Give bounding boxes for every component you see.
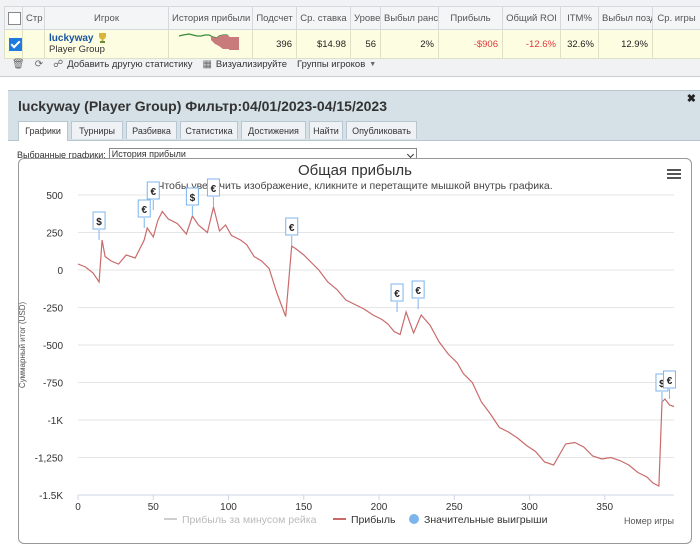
panel-header: luckyway (Player Group) Фильтр:04/01/202…: [8, 91, 700, 122]
profit-cell: -$906: [439, 30, 503, 59]
close-icon[interactable]: ✖: [687, 92, 696, 105]
header-cell[interactable]: ITM%: [561, 7, 599, 30]
win-flag-label: $: [190, 193, 196, 204]
x-axis-label: Номер игры: [624, 516, 674, 526]
win-flag-label: €: [394, 289, 400, 300]
y-tick-label: -1.5K: [39, 491, 63, 502]
win-flag-label: €: [141, 205, 147, 216]
caret-down-icon: ▼: [369, 61, 376, 68]
row-cell: [23, 30, 45, 59]
y-tick-label: -750: [43, 379, 63, 390]
x-tick-label: 50: [148, 502, 160, 513]
row-checkbox[interactable]: [9, 38, 22, 51]
profit-series-line: [78, 207, 674, 486]
level-cell: 56: [351, 30, 381, 59]
stats-grid: Стр Игрок История прибыли Подсчет Ср. ст…: [0, 0, 700, 77]
header-cell[interactable]: История прибыли: [169, 7, 253, 30]
header-cell[interactable]: Прибыль: [439, 7, 503, 30]
tab-publish[interactable]: Опубликовать: [346, 121, 417, 139]
panel-tabs: Графики Турниры Разбивка Статистика Дост…: [8, 121, 700, 141]
player-group: Player Group: [49, 44, 164, 55]
win-flag-label: €: [150, 187, 156, 198]
roi-cell: -12.6%: [503, 30, 561, 59]
win-flag-label: €: [289, 223, 295, 234]
y-tick-label: 500: [46, 191, 63, 202]
late-out-cell: 12.9%: [599, 30, 653, 59]
profit-chart: 500 250 0 -250 -500 -750 -1K -1,250 -1.5K 0 50 100 1…: [19, 159, 691, 543]
x-tick-label: 150: [295, 502, 312, 513]
player-cell[interactable]: luckyway Player Group: [45, 30, 169, 59]
trophy-icon: [97, 32, 108, 44]
legend-wins-swatch: [409, 514, 419, 524]
header-cell[interactable]: Выбыл ранс: [381, 7, 439, 30]
y-tick-label: 0: [57, 266, 63, 277]
y-axis-label: Суммарный итог (USD): [19, 302, 27, 389]
table-header-row: Стр Игрок История прибыли Подсчет Ср. ст…: [5, 7, 700, 30]
tab-statistics[interactable]: Статистика: [180, 121, 238, 139]
profit-sparkline: [169, 30, 253, 55]
x-tick-label: 350: [596, 502, 613, 513]
avg-games-cell: [653, 30, 700, 59]
y-tick-label: -1K: [47, 416, 63, 427]
header-cell[interactable]: Стр: [23, 7, 45, 30]
header-cell[interactable]: Ср. игры: [653, 7, 700, 30]
header-cell[interactable]: Выбыл позд: [599, 7, 653, 30]
tab-tournaments[interactable]: Турниры: [71, 121, 123, 139]
chart-container[interactable]: Общая прибыль Чтобы увеличить изображени…: [18, 158, 692, 544]
legend-profit-label: Прибыль: [351, 514, 396, 526]
stats-table: Стр Игрок История прибыли Подсчет Ср. ст…: [4, 6, 700, 59]
tab-find[interactable]: Найти: [309, 121, 343, 139]
win-flag-label: €: [415, 286, 421, 297]
visualize-button[interactable]: ▦ Визуализируйте: [202, 59, 287, 70]
panel-title: luckyway (Player Group) Фильтр:04/01/202…: [18, 98, 387, 114]
grid-toolbar: 🗑 ⟳ ☍ Добавить другую статистику ▦ Визуали…: [12, 57, 376, 71]
profit-sparkline-cell: [169, 30, 253, 59]
header-cell[interactable]: Подсчет: [253, 7, 297, 30]
add-stat-label: Добавить другую статистику: [67, 59, 192, 70]
count-cell: 396: [253, 30, 297, 59]
header-cell[interactable]: Общий ROI: [503, 7, 561, 30]
win-flag-label: $: [96, 217, 102, 228]
win-flag-label: €: [211, 184, 217, 195]
add-stat-button[interactable]: ☍ Добавить другую статистику: [53, 59, 192, 70]
image-icon: ▦: [202, 59, 211, 70]
y-tick-label: -500: [43, 341, 63, 352]
row-checkbox-cell[interactable]: [5, 30, 23, 59]
itm-cell: 32.6%: [561, 30, 599, 59]
early-out-cell: 2%: [381, 30, 439, 59]
refresh-icon[interactable]: ⟳: [35, 59, 43, 70]
header-cell[interactable]: Урове: [351, 7, 381, 30]
legend-rakeless-label: Прибыль за минусом рейка: [182, 514, 317, 526]
tab-charts[interactable]: Графики: [18, 121, 68, 141]
y-tick-label: -1,250: [35, 454, 64, 465]
x-tick-label: 100: [220, 502, 237, 513]
visualize-label: Визуализируйте: [216, 59, 287, 70]
y-tick-label: -250: [43, 304, 63, 315]
table-row[interactable]: luckyway Player Group 396 $14.98 56 2% -…: [5, 30, 700, 59]
tab-achievements[interactable]: Достижения: [241, 121, 306, 139]
tab-breakdown[interactable]: Разбивка: [126, 121, 177, 139]
avg-stake-cell: $14.98: [297, 30, 351, 59]
header-cell[interactable]: Игрок: [45, 7, 169, 30]
select-all-checkbox[interactable]: [8, 12, 21, 25]
header-select-all[interactable]: [5, 7, 23, 30]
link-icon: ☍: [53, 59, 63, 70]
legend-wins-label: Значительные выигрыши: [424, 514, 548, 526]
x-tick-label: 200: [371, 502, 388, 513]
win-flag-label: €: [667, 376, 673, 387]
header-cell[interactable]: Ср. ставка: [297, 7, 351, 30]
x-tick-label: 300: [521, 502, 538, 513]
x-tick-label: 0: [75, 502, 81, 513]
x-tick-label: 250: [446, 502, 463, 513]
player-groups-label: Группы игроков: [297, 59, 365, 70]
player-groups-button[interactable]: Группы игроков ▼: [297, 59, 376, 70]
y-tick-label: 250: [46, 229, 63, 240]
trash-icon[interactable]: 🗑: [12, 59, 25, 70]
